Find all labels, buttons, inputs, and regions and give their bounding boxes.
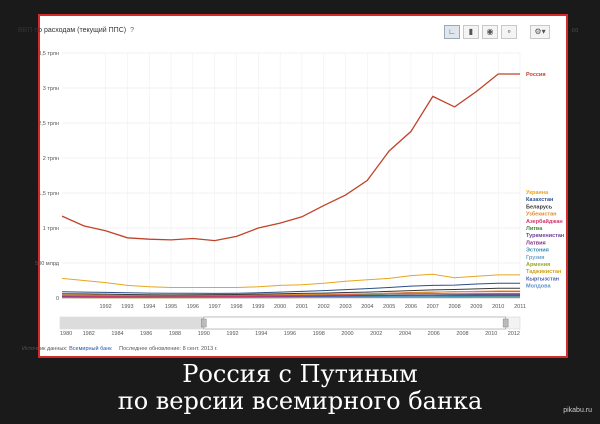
legend-entry: Украина (526, 190, 549, 196)
range-tick-label: 1990 (198, 331, 210, 337)
legend-entry: Грузия (526, 255, 545, 261)
legend-entry: Кыргызстан (526, 276, 559, 282)
y-tick-label: 2 трлн (43, 156, 59, 162)
legend-entry: Армения (526, 262, 550, 268)
map-icon[interactable]: ◉ (482, 25, 498, 39)
y-tick-label: 0 (56, 296, 59, 302)
legend-entry: Литва (526, 226, 543, 232)
y-tick-label: 3 трлн (43, 86, 59, 92)
range-handle[interactable] (502, 318, 509, 328)
series-line (61, 293, 520, 297)
watermark: pikabu.ru (563, 407, 592, 414)
x-tick-label: 2006 (405, 304, 417, 310)
range-tick-label: 1992 (226, 331, 238, 337)
caption-line-1: Россия с Путиным (182, 360, 418, 388)
y-tick-label: 3,5 трлн (38, 51, 59, 57)
y-tick-label: 2,5 трлн (38, 121, 59, 127)
chart-title: ВВП по расходам (текущий ППС)? (18, 27, 134, 34)
x-tick-label: 2002 (318, 304, 330, 310)
x-tick-label: 2003 (339, 304, 351, 310)
range-tick-label: 2008 (456, 331, 468, 337)
range-tick-label: 2004 (399, 331, 411, 337)
range-handle[interactable] (201, 318, 207, 328)
range-tick-label: 1996 (284, 331, 296, 337)
series-label: Россия (526, 72, 546, 78)
x-tick-label: 1999 (252, 304, 264, 310)
x-tick-label: 2011 (514, 304, 526, 310)
legend-entry: Беларусь (526, 204, 553, 210)
range-unselected (60, 317, 204, 329)
legend-entry: Узбекистан (526, 211, 556, 218)
chart-frame (38, 14, 568, 358)
x-tick-label: 1997 (209, 304, 221, 310)
x-tick-label: 1994 (143, 304, 155, 310)
chart-title-text: ВВП по расходам (текущий ППС) (18, 27, 127, 34)
series-line (61, 73, 520, 242)
last-updated: Последнее обновление: 8 сент. 2013 г. (119, 346, 218, 352)
x-tick-label: 1996 (187, 304, 199, 310)
range-tick-label: 2000 (341, 331, 353, 337)
x-tick-label: 1995 (165, 304, 177, 310)
range-tick-label: 1994 (255, 331, 267, 337)
x-tick-label: 2005 (383, 304, 395, 310)
y-tick-label: 1,5 трлн (38, 191, 59, 197)
x-tick-label: 2000 (274, 304, 286, 310)
range-selection[interactable] (203, 316, 506, 330)
range-tick-label: 1984 (111, 331, 123, 337)
series-line (62, 290, 520, 296)
more-icon[interactable]: ∞ (571, 25, 579, 36)
chart-toolbar: ∟ ▮ ◉ ∘ ⚙▾ ∞ (444, 24, 583, 40)
series-line (61, 282, 520, 294)
range-tick-label: 1998 (313, 331, 325, 337)
caption-line-2: по версии всемирного банка (117, 387, 483, 415)
help-icon[interactable]: ? (130, 27, 134, 34)
series-line (61, 287, 520, 296)
data-source: Источник данных: Всемирный банк Последне… (22, 346, 218, 352)
x-tick-label: 2007 (427, 304, 439, 310)
gear-icon[interactable]: ⚙▾ (530, 25, 550, 39)
range-tick-label: 1980 (60, 331, 72, 337)
legend-entry: Таджикистан (526, 269, 561, 275)
range-tick-label: 2012 (508, 331, 520, 337)
legend-entry: Казахстан (526, 197, 553, 203)
x-tick-label: 2004 (361, 304, 373, 310)
y-tick-label: 1 трлн (43, 226, 59, 232)
series-line (61, 273, 520, 288)
legend-entry: Туркменистан (526, 233, 564, 239)
range-tick-label: 1986 (140, 331, 152, 337)
y-tick-label: 500 млрд (35, 261, 60, 267)
source-link[interactable]: Всемирный банк (69, 346, 112, 352)
bar-chart-icon[interactable]: ▮ (463, 25, 479, 39)
range-tick-label: 1988 (169, 331, 181, 337)
range-tick-label: 2010 (485, 331, 497, 337)
x-tick-label: 2010 (492, 304, 504, 310)
x-tick-label: 1998 (230, 304, 242, 310)
x-tick-label: 2001 (296, 304, 308, 310)
x-tick-label: 1993 (121, 304, 133, 310)
range-tick-label: 1982 (83, 331, 95, 337)
x-tick-label: 2008 (448, 304, 460, 310)
source-prefix: Источник данных: (22, 346, 68, 352)
line-chart-icon[interactable]: ∟ (444, 25, 460, 39)
range-tick-label: 2002 (370, 331, 382, 337)
legend-entry: Азербайджан (526, 218, 563, 225)
legend-entry: Эстония (526, 248, 549, 254)
legend-entry: Латвия (526, 240, 546, 246)
bubble-icon[interactable]: ∘ (501, 25, 517, 39)
legend-entry: Молдова (526, 284, 551, 290)
range-tick-label: 2006 (428, 331, 440, 337)
x-tick-label: 2009 (470, 304, 482, 310)
x-tick-label: 1992 (99, 304, 111, 310)
